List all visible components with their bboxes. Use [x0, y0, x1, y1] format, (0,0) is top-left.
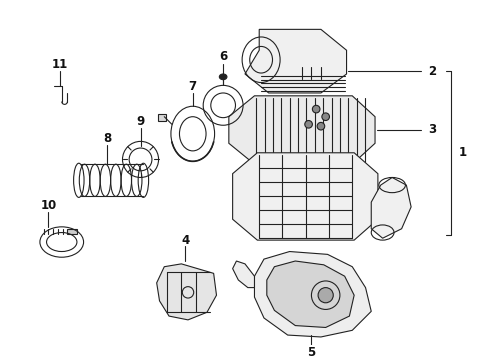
Polygon shape: [232, 261, 254, 288]
Text: 6: 6: [219, 50, 227, 63]
Text: 9: 9: [136, 115, 144, 128]
Text: 1: 1: [457, 146, 466, 159]
Polygon shape: [228, 96, 374, 164]
Bar: [67, 229, 77, 234]
Text: 2: 2: [427, 65, 435, 78]
Polygon shape: [244, 30, 346, 93]
Text: 10: 10: [40, 198, 57, 212]
Text: 5: 5: [306, 346, 315, 359]
Text: 7: 7: [188, 80, 196, 93]
Ellipse shape: [321, 113, 329, 121]
Ellipse shape: [317, 288, 333, 303]
Text: 8: 8: [103, 132, 111, 145]
Polygon shape: [156, 264, 216, 320]
Ellipse shape: [312, 105, 319, 113]
Text: 4: 4: [181, 234, 189, 247]
Ellipse shape: [304, 121, 312, 128]
Polygon shape: [266, 261, 353, 328]
Ellipse shape: [317, 122, 324, 130]
Ellipse shape: [219, 74, 226, 80]
Polygon shape: [232, 153, 377, 240]
Polygon shape: [370, 177, 410, 238]
Text: 11: 11: [52, 58, 68, 71]
Text: 3: 3: [427, 123, 435, 136]
Polygon shape: [254, 252, 370, 337]
Bar: [157, 114, 166, 121]
